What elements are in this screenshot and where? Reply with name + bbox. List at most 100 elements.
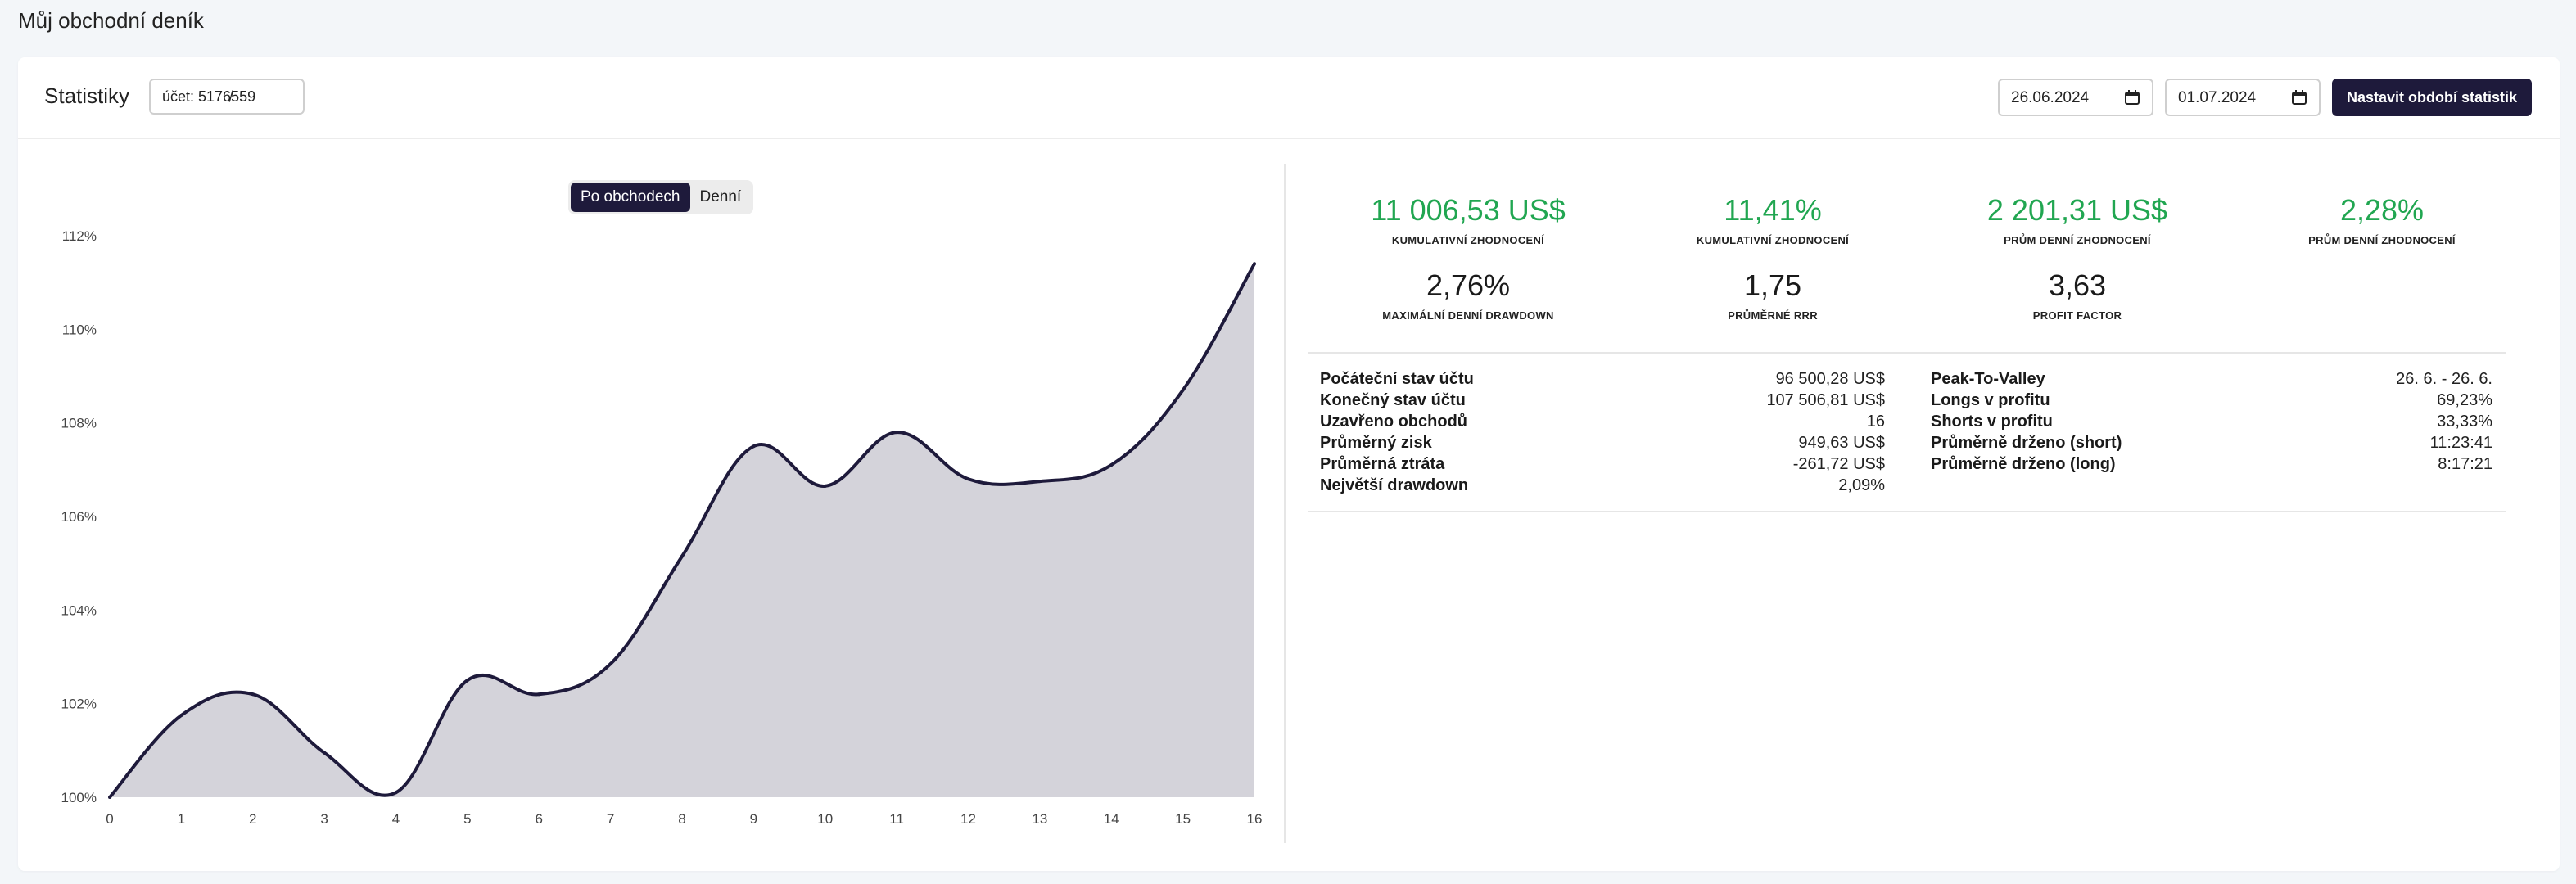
kpi-cumulative-usd: 11 006,53 US$ KUMULATIVNÍ ZHODNOCENÍ xyxy=(1333,193,1603,246)
calendar-icon[interactable] xyxy=(2124,89,2140,106)
data-point-3[interactable] xyxy=(323,751,327,755)
x-tick-label: 7 xyxy=(607,811,614,827)
data-point-13[interactable] xyxy=(1037,480,1042,484)
set-period-button[interactable]: Nastavit období statistik xyxy=(2332,79,2532,116)
data-point-16[interactable] xyxy=(1253,262,1256,266)
date-from-input[interactable]: 26.06.2024 xyxy=(1998,79,2153,116)
data-point-0[interactable] xyxy=(108,796,111,799)
stat-row: Průměrně drženo (long) 8:17:21 xyxy=(1931,453,2492,475)
data-point-9[interactable] xyxy=(752,444,756,449)
kpi-label: PRŮM DENNÍ ZHODNOCENÍ xyxy=(2004,234,2151,246)
stat-label: Počáteční stav účtu xyxy=(1320,370,1474,388)
kpi-label: KUMULATIVNÍ ZHODNOCENÍ xyxy=(1391,234,1545,246)
stat-value: 11:23:41 xyxy=(2429,434,2492,452)
date-to-value: 01.07.2024 xyxy=(2178,89,2257,106)
y-tick-label: 106% xyxy=(61,509,97,525)
kpi-value: 2,76% xyxy=(1426,268,1511,302)
equity-chart: 100%102%104%106%108%110%112%0 1 2 3 4 5 6 7 8 9 10… xyxy=(61,228,1263,827)
kpi-value: 11,41% xyxy=(1724,193,1822,227)
account-selector[interactable]: účet: 5176⁠̸559 xyxy=(149,79,305,115)
stats-divider-bottom xyxy=(1308,511,2506,512)
kpi-label: PROFIT FACTOR xyxy=(2032,309,2122,322)
x-tick-label: 9 xyxy=(750,811,757,827)
kpi-profit-factor: 3,63 PROFIT FACTOR xyxy=(1942,268,2212,322)
statistics-title: Statistiky xyxy=(44,83,130,108)
stat-label: Průměrně drženo (short) xyxy=(1931,434,2122,452)
stat-label: Konečný stav účtu xyxy=(1320,391,1466,409)
stat-row: Uzavřeno obchodů 16 xyxy=(1320,411,1885,432)
kpi-label: KUMULATIVNÍ ZHODNOCENÍ xyxy=(1696,234,1850,246)
data-point-15[interactable] xyxy=(1181,388,1185,392)
kpi-value: 2 201,31 US$ xyxy=(1986,193,2168,227)
data-point-12[interactable] xyxy=(966,477,970,481)
data-point-5[interactable] xyxy=(465,679,469,683)
kpi-max-daily-drawdown: 2,76% MAXIMÁLNÍ DENNÍ DRAWDOWN xyxy=(1333,268,1603,322)
data-point-1[interactable] xyxy=(179,713,183,717)
stat-row: Shorts v profitu 33,33% xyxy=(1931,411,2492,432)
kpi-avg-rrr: 1,75 PRŮMĚRNÉ RRR xyxy=(1638,268,1908,322)
toggle-daily[interactable]: Denní xyxy=(699,188,742,205)
card-header: Statistiky účet: 5176⁠̸559 26.06.2024 01… xyxy=(18,57,2560,139)
kpi-cumulative-pct: 11,41% KUMULATIVNÍ ZHODNOCENÍ xyxy=(1638,193,1908,246)
kpi-avg-daily-pct: 2,28% PRŮM DENNÍ ZHODNOCENÍ xyxy=(2247,193,2517,246)
x-tick-label: 12 xyxy=(960,811,976,827)
stat-value: 26. 6. - 26. 6. xyxy=(2396,370,2492,388)
stat-value: 949,63 US$ xyxy=(1798,434,1885,452)
kpi-avg-daily-usd: 2 201,31 US$ PRŮM DENNÍ ZHODNOCENÍ xyxy=(1942,193,2212,246)
x-tick-label: 10 xyxy=(817,811,833,827)
data-point-8[interactable] xyxy=(680,554,684,558)
data-point-7[interactable] xyxy=(608,662,612,666)
stat-row: Průměrná ztráta -261,72 US$ xyxy=(1320,453,1885,475)
x-tick-label: 3 xyxy=(320,811,328,827)
stat-label: Uzavřeno obchodů xyxy=(1320,413,1468,431)
stat-value: 33,33% xyxy=(2437,413,2492,431)
stats-divider-top xyxy=(1308,352,2506,354)
kpi-value: 11 006,53 US$ xyxy=(1371,193,1566,227)
stat-value: 96 500,28 US$ xyxy=(1775,370,1885,388)
stat-label: Největší drawdown xyxy=(1320,476,1469,494)
stat-label: Peak-To-Valley xyxy=(1931,370,2045,388)
toggle-by-trades[interactable]: Po obchodech xyxy=(571,183,690,212)
y-tick-label: 100% xyxy=(61,790,97,805)
panel-divider xyxy=(1284,164,1286,843)
stat-label: Průměrný zisk xyxy=(1320,434,1432,452)
data-point-4[interactable] xyxy=(394,791,398,795)
kpi-label: MAXIMÁLNÍ DENNÍ DRAWDOWN xyxy=(1382,309,1554,322)
stat-row: Peak-To-Valley 26. 6. - 26. 6. xyxy=(1931,368,2492,390)
stat-label: Průměrně drženo (long) xyxy=(1931,455,2116,473)
stat-label: Shorts v profitu xyxy=(1931,413,2053,431)
data-point-10[interactable] xyxy=(823,484,827,488)
y-tick-label: 110% xyxy=(62,322,97,337)
stat-label: Longs v profitu xyxy=(1931,391,2050,409)
stat-row: Průměrný zisk 949,63 US$ xyxy=(1320,432,1885,453)
data-point-14[interactable] xyxy=(1109,463,1114,467)
x-tick-label: 4 xyxy=(392,811,400,827)
calendar-icon[interactable] xyxy=(2291,89,2307,106)
stat-value: 107 506,81 US$ xyxy=(1766,391,1885,409)
stat-row: Počáteční stav účtu 96 500,28 US$ xyxy=(1320,368,1885,390)
stat-row: Longs v profitu 69,23% xyxy=(1931,390,2492,411)
kpi-value: 2,28% xyxy=(2339,193,2425,227)
x-tick-label: 2 xyxy=(249,811,256,827)
stat-value: 69,23% xyxy=(2437,391,2492,409)
kpi-label: PRŮM DENNÍ ZHODNOCENÍ xyxy=(2308,234,2456,246)
x-tick-label: 6 xyxy=(536,811,543,827)
data-point-6[interactable] xyxy=(537,692,541,697)
stat-value: -261,72 US$ xyxy=(1792,455,1885,473)
stat-value: 8:17:21 xyxy=(2438,455,2492,473)
kpi-value: 1,75 xyxy=(1743,268,1802,302)
x-tick-label: 5 xyxy=(463,811,471,827)
x-tick-label: 13 xyxy=(1032,811,1047,827)
x-tick-label: 16 xyxy=(1247,811,1263,827)
stat-row: Největší drawdown 2,09% xyxy=(1320,475,1885,496)
date-to-input[interactable]: 01.07.2024 xyxy=(2165,79,2321,116)
data-point-11[interactable] xyxy=(895,431,899,435)
stat-value: 2,09% xyxy=(1838,476,1885,494)
data-point-2[interactable] xyxy=(251,692,255,697)
page-title: Můj obchodní deník xyxy=(18,8,204,33)
stats-right: Peak-To-Valley 26. 6. - 26. 6. Longs v pr… xyxy=(1931,368,2492,475)
kpi-label: PRŮMĚRNÉ RRR xyxy=(1728,309,1818,322)
y-tick-label: 112% xyxy=(62,228,97,244)
x-tick-label: 15 xyxy=(1175,811,1191,827)
x-tick-label: 0 xyxy=(106,811,113,827)
